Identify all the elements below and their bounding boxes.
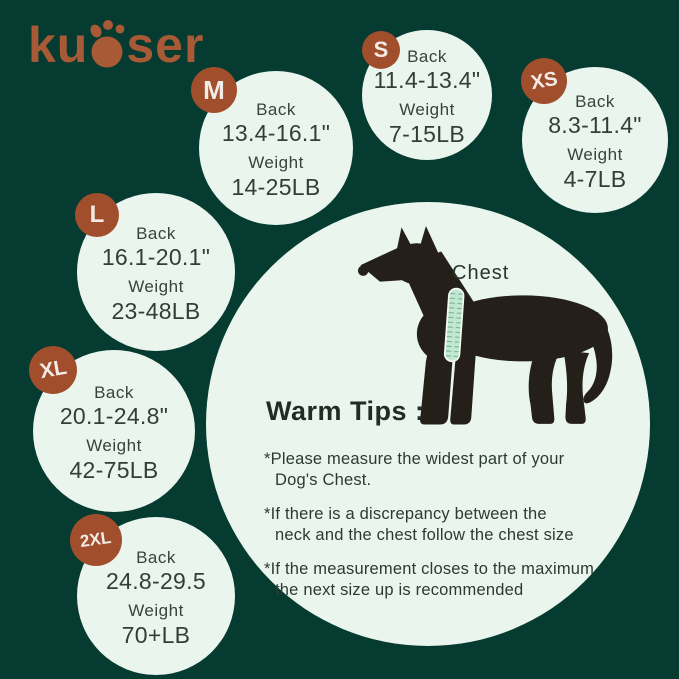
weight-label: Weight <box>128 601 184 620</box>
size-circle-xl: Back 20.1-24.8" Weight 42-75LB XL <box>29 346 195 512</box>
measurement-diagram-circle: Chest Warm Tips : *Please measure the wi… <box>206 202 650 646</box>
paw-icon <box>90 20 125 68</box>
warm-tips-section: Warm Tips : *Please measure the widest p… <box>264 396 594 614</box>
warm-tips-heading: Warm Tips : <box>266 396 425 426</box>
warm-tip-3: *If the measurement closes to the maximu… <box>264 559 594 601</box>
weight-label: Weight <box>567 145 623 164</box>
warm-tip-1: *Please measure the widest part of your … <box>264 449 594 491</box>
weight-range: 14-25LB <box>231 173 321 200</box>
size-badge-m: M <box>191 67 237 113</box>
weight-label: Weight <box>128 277 184 296</box>
back-label: Back <box>575 91 615 111</box>
weight-label: Weight <box>399 100 455 119</box>
size-bubble: Back 11.4-13.4" Weight 7-15LB <box>362 30 492 160</box>
size-circle-xs: Back 8.3-11.4" Weight 4-7LB XS <box>521 58 668 213</box>
size-badge-label: XL <box>37 355 69 384</box>
logo-text-left: ku <box>28 17 89 73</box>
weight-label: Weight <box>86 436 142 455</box>
tip-line: Dog's Chest. <box>275 471 372 489</box>
back-label: Back <box>136 223 176 243</box>
size-badge-label: 2XL <box>79 527 113 552</box>
size-badge-label: L <box>89 201 105 228</box>
size-circle-l: Back 16.1-20.1" Weight 23-48LB L <box>75 193 235 351</box>
back-range: 16.1-20.1" <box>101 244 211 271</box>
back-range: 24.8-29.5 <box>106 568 206 595</box>
size-circle-2xl: Back 24.8-29.5 Weight 70+LB 2XL <box>70 514 235 675</box>
weight-label: Weight <box>248 153 304 172</box>
size-badge-l: L <box>75 193 119 237</box>
tip-line: the next size up is recommended <box>275 581 524 599</box>
logo-text-right: ser <box>126 17 205 73</box>
back-label: Back <box>407 46 447 66</box>
size-badge-2xl: 2XL <box>70 514 122 566</box>
back-range: 20.1-24.8" <box>59 403 169 430</box>
size-bubble: Back 16.1-20.1" Weight 23-48LB <box>77 193 235 351</box>
back-range: 8.3-11.4" <box>548 112 642 139</box>
weight-range: 7-15LB <box>389 120 465 147</box>
tip-line: neck and the chest follow the chest size <box>275 526 574 544</box>
tip-line: *If the measurement closes to the maximu… <box>264 560 595 578</box>
weight-range: 23-48LB <box>111 297 201 324</box>
back-range: 11.4-13.4" <box>373 67 481 94</box>
dog-silhouette-icon <box>357 226 613 425</box>
tip-line: *If there is a discrepancy between the <box>264 505 547 523</box>
weight-range: 42-75LB <box>69 456 159 483</box>
warm-tip-2: *If there is a discrepancy between the n… <box>264 504 594 546</box>
measuring-tape-band <box>443 287 465 363</box>
back-label: Back <box>94 382 134 402</box>
weight-range: 70+LB <box>121 621 191 648</box>
size-circle-s: Back 11.4-13.4" Weight 7-15LB S <box>362 30 492 160</box>
size-badge-label: S <box>373 37 389 62</box>
size-badge-xs: XS <box>521 58 567 104</box>
size-circle-m: Back 13.4-16.1" Weight 14-25LB M <box>191 67 353 225</box>
back-range: 13.4-16.1" <box>221 120 331 147</box>
chest-label: Chest <box>452 262 510 284</box>
size-badge-label: M <box>203 74 225 105</box>
brand-logo: ku ser <box>28 18 204 70</box>
weight-range: 4-7LB <box>563 165 627 192</box>
size-bubble: Back 13.4-16.1" Weight 14-25LB <box>199 71 353 225</box>
back-label: Back <box>256 99 296 119</box>
size-badge-label: XS <box>528 67 559 94</box>
size-badge-s: S <box>362 31 400 69</box>
tip-line: *Please measure the widest part of your <box>264 450 565 468</box>
back-label: Back <box>136 547 176 567</box>
size-badge-xl: XL <box>29 346 77 394</box>
